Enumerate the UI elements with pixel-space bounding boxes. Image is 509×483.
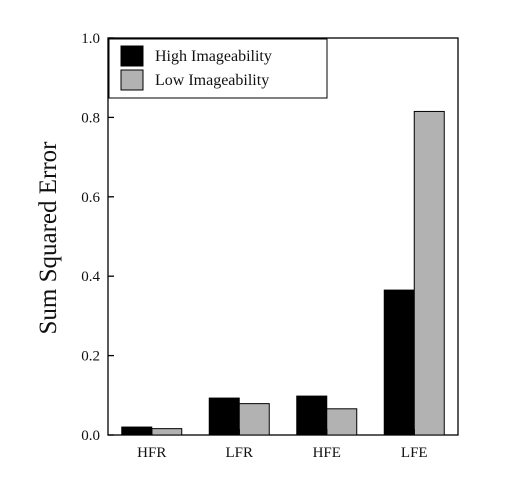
y-tick-label: 0.8 <box>81 110 100 126</box>
legend-swatch <box>120 69 144 91</box>
x-tick-label: HFE <box>313 445 341 461</box>
bar-high-lfe <box>383 289 415 436</box>
y-tick-label: 0.2 <box>81 349 100 365</box>
plot-frame <box>107 37 459 436</box>
x-tick-label: LFR <box>225 445 253 461</box>
bar-high-lfr <box>208 397 240 436</box>
y-tick-label: 0.4 <box>81 269 100 285</box>
bar-low-lfe <box>413 110 445 436</box>
x-axis: HFR LFR HFE LFE <box>137 429 428 461</box>
bar-low-hfr <box>151 428 183 436</box>
legend-box <box>108 38 328 99</box>
bars <box>121 110 445 436</box>
bar-high-hfr <box>121 426 153 436</box>
y-axis: 0.0 0.2 0.4 0.6 0.8 1.0 <box>81 31 114 444</box>
legend-swatch <box>120 45 144 67</box>
bar-low-lfr <box>238 403 270 436</box>
bar-low-hfe <box>326 408 358 436</box>
bar-high-hfe <box>296 395 328 436</box>
x-tick-label: HFR <box>137 445 166 461</box>
y-tick-label: 0.6 <box>81 190 100 206</box>
plot-area <box>107 37 459 436</box>
legend-label: Low Imageability <box>155 72 269 89</box>
legend: High Imageability Low Imageability <box>108 38 328 99</box>
y-tick-label: 1.0 <box>81 31 100 47</box>
legend-label: High Imageability <box>155 48 272 65</box>
x-tick-label: LFE <box>401 445 428 461</box>
y-tick-label: 0.0 <box>81 428 100 444</box>
y-axis-title: Sum Squared Error <box>35 141 62 335</box>
